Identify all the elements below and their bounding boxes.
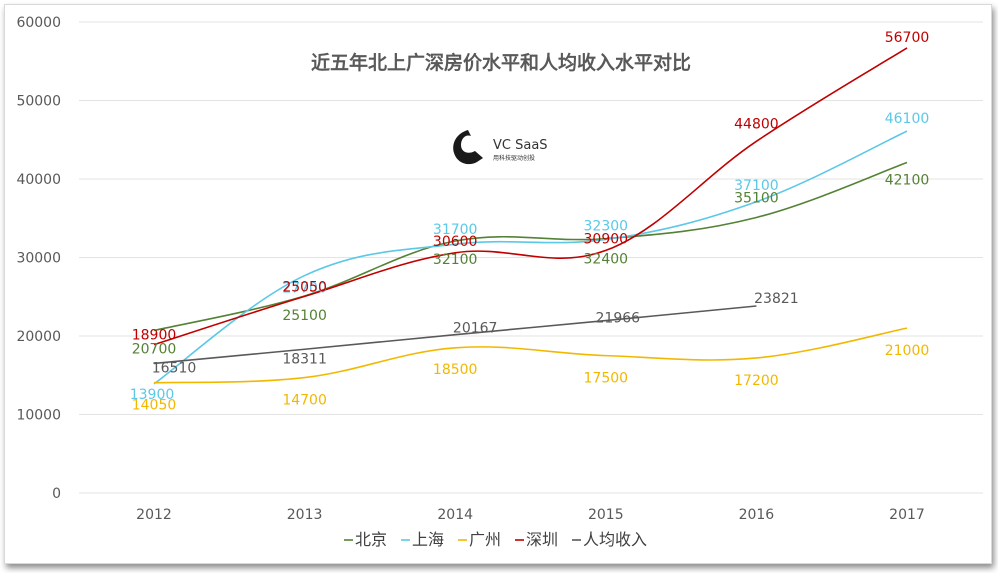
data-label: 18311 — [282, 351, 327, 367]
series-line — [153, 161, 908, 332]
data-label: 25100 — [282, 308, 327, 324]
data-label: 42100 — [885, 173, 930, 189]
data-label: 35100 — [734, 190, 779, 206]
data-label: 23821 — [754, 291, 799, 307]
chart-title: 近五年北上广深房价水平和人均收入水平对比 — [311, 51, 691, 74]
y-tick-label: 30000 — [16, 251, 61, 267]
gridlines — [79, 21, 983, 494]
x-tick-label: 2012 — [136, 507, 172, 523]
data-label: 56700 — [885, 30, 930, 46]
legend-item-label: 人均收入 — [583, 530, 647, 549]
data-label: 44800 — [734, 116, 779, 132]
x-tick-label: 2017 — [889, 507, 925, 523]
x-axis-ticks: 2012 2013 2014 2015 2016 2017 — [136, 507, 925, 523]
series-line — [153, 130, 908, 385]
data-label: 21000 — [885, 343, 930, 359]
y-tick-label: 10000 — [16, 408, 61, 424]
watermark-logo: VC SaaS 用科技驱动创投 — [453, 130, 548, 165]
logo-brand: VC SaaS — [493, 138, 548, 153]
series-line — [153, 305, 757, 365]
y-tick-label: 20000 — [16, 329, 61, 345]
data-label: 20167 — [453, 321, 498, 337]
y-tick-label: 50000 — [16, 94, 61, 110]
legend-item-label: 北京 — [355, 530, 387, 549]
data-label: 32400 — [584, 252, 629, 268]
series-lines — [153, 47, 908, 385]
series-line — [153, 327, 908, 384]
legend: 北京 上海 广州 深圳 人均收入 — [344, 530, 647, 549]
data-label: 30900 — [584, 231, 629, 247]
data-label: 21966 — [596, 311, 641, 327]
logo-tagline: 用科技驱动创投 — [493, 154, 535, 162]
data-label: 17500 — [584, 371, 629, 387]
y-axis-ticks: 0 10000 20000 30000 40000 50000 60000 — [16, 15, 61, 502]
data-label: 27700 — [282, 281, 327, 297]
data-label: 25050 — [282, 279, 327, 295]
data-label: 13900 — [130, 387, 175, 403]
legend-item-label: 深圳 — [526, 530, 558, 549]
data-label: 31700 — [433, 222, 478, 238]
data-label: 17200 — [734, 373, 779, 389]
data-label: 32100 — [433, 252, 478, 268]
x-tick-label: 2016 — [739, 507, 775, 523]
data-label: 20700 — [132, 342, 177, 358]
x-tick-label: 2013 — [287, 507, 323, 523]
series-line — [153, 47, 908, 346]
x-tick-label: 2014 — [437, 507, 473, 523]
data-label: 32300 — [584, 218, 629, 234]
data-label: 37100 — [734, 178, 779, 194]
y-tick-label: 40000 — [16, 172, 61, 188]
logo-mark-icon — [453, 130, 483, 165]
legend-item-label: 广州 — [469, 530, 501, 549]
data-label: 30600 — [433, 234, 478, 250]
data-label: 16510 — [152, 360, 197, 376]
legend-item-label: 上海 — [412, 530, 444, 549]
y-tick-label: 0 — [52, 486, 61, 502]
data-label: 14050 — [132, 398, 177, 414]
data-label: 46100 — [885, 111, 930, 127]
y-tick-label: 60000 — [16, 15, 61, 31]
x-tick-label: 2015 — [588, 507, 624, 523]
data-labels: 20700 25100 32100 32400 35100 42100 13900 27700… — [130, 30, 930, 414]
data-label: 14700 — [282, 393, 327, 409]
line-chart: 0 10000 20000 30000 40000 50000 60000 2012 2013… — [16, 15, 983, 549]
data-label: 18500 — [433, 362, 478, 378]
data-label: 18900 — [132, 328, 177, 344]
chart-frame: 0 10000 20000 30000 40000 50000 60000 2012 2013… — [4, 4, 992, 564]
